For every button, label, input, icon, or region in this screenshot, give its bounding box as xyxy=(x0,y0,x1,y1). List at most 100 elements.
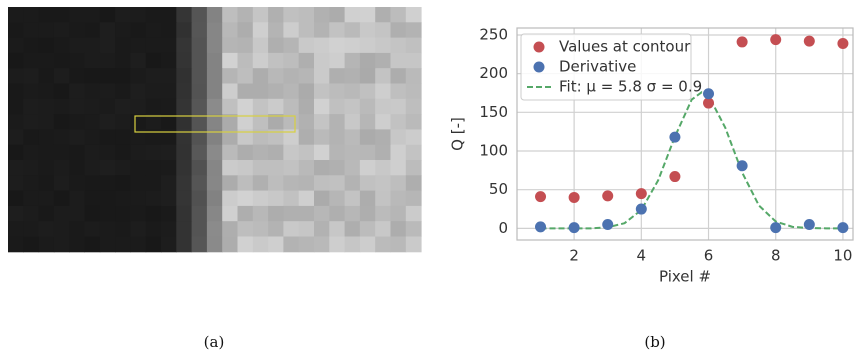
pixel xyxy=(176,22,192,38)
pixel xyxy=(391,237,407,253)
pixel xyxy=(130,221,146,237)
x-tick-label: 6 xyxy=(704,247,714,265)
pixel xyxy=(375,160,391,176)
pixel xyxy=(39,221,55,237)
pixel xyxy=(391,38,407,54)
point xyxy=(602,190,613,201)
pixel xyxy=(360,160,376,176)
point xyxy=(535,221,546,232)
pixel xyxy=(268,84,284,100)
pixel xyxy=(360,114,376,130)
pixel xyxy=(115,99,131,115)
pixel xyxy=(115,38,131,54)
pixel xyxy=(375,221,391,237)
pixel xyxy=(299,114,315,130)
pixel xyxy=(299,84,315,100)
pixel xyxy=(146,53,162,69)
pixel xyxy=(146,145,162,161)
pixel xyxy=(8,38,24,54)
pixel xyxy=(23,22,39,38)
pixel xyxy=(54,84,70,100)
pixel xyxy=(85,84,101,100)
pixel xyxy=(375,38,391,54)
pixel xyxy=(314,22,330,38)
pixel xyxy=(299,38,315,54)
pixel xyxy=(146,175,162,191)
pixel xyxy=(283,84,299,100)
pixel xyxy=(23,145,39,161)
y-tick-label: 100 xyxy=(479,142,508,160)
pixel xyxy=(39,84,55,100)
pixel xyxy=(115,145,131,161)
pixel xyxy=(192,68,208,84)
pixel xyxy=(39,114,55,130)
pixel xyxy=(176,221,192,237)
pixel xyxy=(161,68,177,84)
pixel xyxy=(222,84,238,100)
pixel xyxy=(130,38,146,54)
pixel xyxy=(8,22,24,38)
point xyxy=(669,171,680,182)
pixel xyxy=(314,84,330,100)
pixel xyxy=(39,237,55,253)
pixel xyxy=(314,191,330,207)
pixel xyxy=(253,7,269,23)
pixel xyxy=(253,175,269,191)
pixel xyxy=(130,99,146,115)
pixel xyxy=(283,221,299,237)
pixel xyxy=(207,99,223,115)
pixel xyxy=(268,145,284,161)
pixel xyxy=(100,191,116,207)
pixel xyxy=(100,206,116,222)
pixel xyxy=(176,53,192,69)
pixel xyxy=(238,7,254,23)
pixel xyxy=(100,84,116,100)
point xyxy=(636,204,647,215)
pixel xyxy=(360,145,376,161)
pixel xyxy=(345,7,361,23)
pixel xyxy=(329,22,345,38)
pixel xyxy=(360,221,376,237)
point xyxy=(837,38,848,49)
pixel xyxy=(161,145,177,161)
point xyxy=(535,191,546,202)
pixel xyxy=(375,206,391,222)
pixel xyxy=(299,7,315,23)
pixel xyxy=(69,84,85,100)
pixel xyxy=(406,237,422,253)
pixel xyxy=(100,22,116,38)
pixel xyxy=(39,160,55,176)
pixel xyxy=(238,84,254,100)
pixel xyxy=(283,99,299,115)
pixel xyxy=(8,68,24,84)
pixel xyxy=(268,160,284,176)
pixel xyxy=(253,68,269,84)
pixel xyxy=(345,237,361,253)
y-tick-label: 50 xyxy=(489,180,508,198)
pixel xyxy=(85,206,101,222)
pixel xyxy=(360,7,376,23)
pixel xyxy=(146,68,162,84)
pixel xyxy=(192,221,208,237)
pixel xyxy=(176,99,192,115)
pixel xyxy=(161,84,177,100)
pixel xyxy=(268,221,284,237)
pixel xyxy=(39,191,55,207)
pixel xyxy=(238,99,254,115)
pixel xyxy=(54,7,70,23)
pixel xyxy=(345,99,361,115)
pixel xyxy=(54,99,70,115)
pixel xyxy=(176,7,192,23)
pixel xyxy=(176,175,192,191)
pixel xyxy=(406,191,422,207)
pixel xyxy=(39,206,55,222)
pixel xyxy=(115,129,131,145)
point xyxy=(669,132,680,143)
pixel xyxy=(283,237,299,253)
pixel xyxy=(329,7,345,23)
pixel xyxy=(375,237,391,253)
pixel xyxy=(100,38,116,54)
pixel xyxy=(100,237,116,253)
pixel xyxy=(207,38,223,54)
pixel xyxy=(100,160,116,176)
